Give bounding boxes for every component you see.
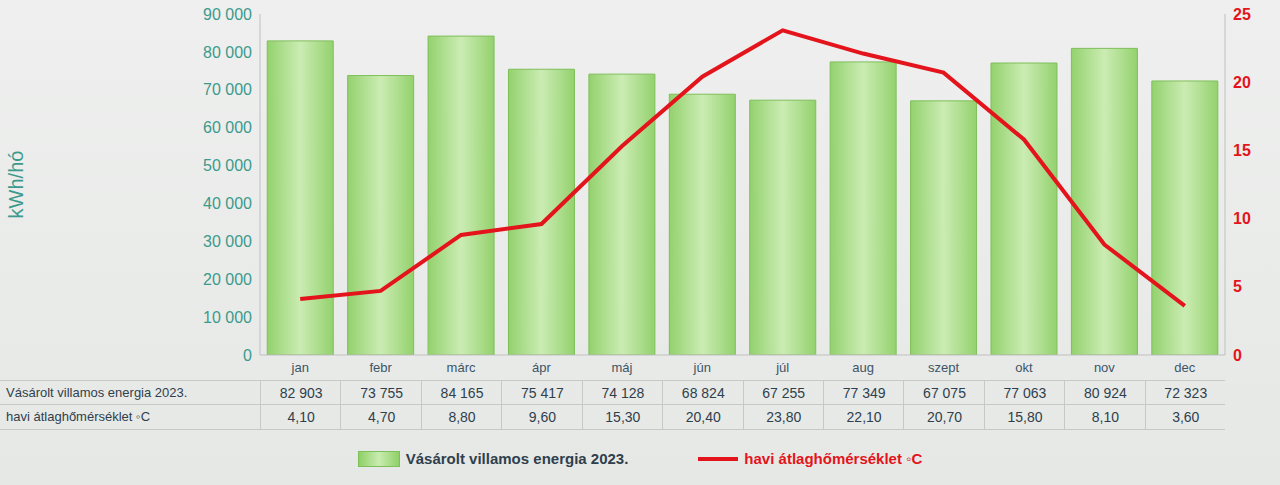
html-text:20,40: 20,40 — [685, 409, 721, 425]
html-text:4,10: 4,10 — [287, 409, 315, 425]
svg-text:febr: febr — [369, 360, 392, 375]
svg-text:15: 15 — [1233, 142, 1251, 159]
svg-text:aug: aug — [852, 360, 874, 375]
html-text:77 063: 77 063 — [1003, 385, 1047, 401]
svg-text:okt: okt — [1015, 360, 1033, 375]
svg-text:20 000: 20 000 — [203, 271, 252, 288]
html-text:73 755: 73 755 — [360, 385, 403, 401]
svg-text:30 000: 30 000 — [203, 233, 252, 250]
svg-text:10: 10 — [1233, 210, 1251, 227]
html-text:22,10: 22,10 — [846, 409, 882, 425]
html-text:3,60: 3,60 — [1172, 409, 1200, 425]
html-text:4,70: 4,70 — [368, 409, 396, 425]
html-text:Vásárolt villamos energia 2023: Vásárolt villamos energia 2023. — [405, 450, 629, 467]
svg-text:50 000: 50 000 — [203, 157, 252, 174]
svg-text:kWh/hó: kWh/hó — [5, 151, 27, 219]
svg-text:20: 20 — [1233, 74, 1251, 91]
html-text:havi átlaghőmérséklet ◦C: havi átlaghőmérséklet ◦C — [744, 450, 923, 467]
svg-text:70 000: 70 000 — [203, 81, 252, 98]
html-text:15,30: 15,30 — [605, 409, 641, 425]
html-text:80 924: 80 924 — [1083, 385, 1127, 401]
svg-text:máj: máj — [611, 360, 632, 375]
svg-text:0: 0 — [1233, 347, 1242, 364]
html-text:74 128: 74 128 — [601, 385, 645, 401]
svg-text:nov: nov — [1094, 360, 1115, 375]
html-text:15,80: 15,80 — [1007, 409, 1043, 425]
html-text:23,80: 23,80 — [766, 409, 802, 425]
html-text:75 417: 75 417 — [521, 385, 564, 401]
html-text:20,70: 20,70 — [927, 409, 962, 425]
html-text:67 255: 67 255 — [762, 385, 806, 401]
svg-text:dec: dec — [1174, 360, 1195, 375]
html-text:havi átlaghőmérséklet ◦C: havi átlaghőmérséklet ◦C — [6, 409, 151, 424]
html-text:77 349: 77 349 — [842, 385, 886, 401]
html-text:82 903: 82 903 — [279, 385, 323, 401]
svg-text:40 000: 40 000 — [203, 195, 252, 212]
svg-text:25: 25 — [1233, 6, 1251, 23]
svg-text:ápr: ápr — [532, 360, 551, 375]
svg-text:jún: jún — [693, 360, 711, 375]
svg-text:szept: szept — [928, 360, 959, 375]
svg-text:júl: júl — [775, 360, 789, 375]
html-text:72 323: 72 323 — [1164, 385, 1208, 401]
html-text:Vásárolt villamos energia 2023: Vásárolt villamos energia 2023. — [6, 385, 188, 400]
html-text:9,60: 9,60 — [528, 409, 557, 425]
svg-text:0: 0 — [243, 347, 252, 364]
svg-text:jan: jan — [291, 360, 309, 375]
svg-text:60 000: 60 000 — [203, 119, 252, 136]
svg-text:80 000: 80 000 — [203, 44, 252, 61]
html-text:84 165: 84 165 — [440, 385, 484, 401]
html-text:68 824: 68 824 — [681, 385, 725, 401]
svg-text:márc: márc — [447, 360, 476, 375]
html-text:8,80: 8,80 — [448, 409, 476, 425]
html-text:8,10: 8,10 — [1091, 409, 1119, 425]
svg-text:5: 5 — [1233, 278, 1242, 295]
svg-text:90 000: 90 000 — [203, 6, 252, 23]
html-text:67 075: 67 075 — [923, 385, 966, 401]
svg-text:10 000: 10 000 — [203, 309, 252, 326]
